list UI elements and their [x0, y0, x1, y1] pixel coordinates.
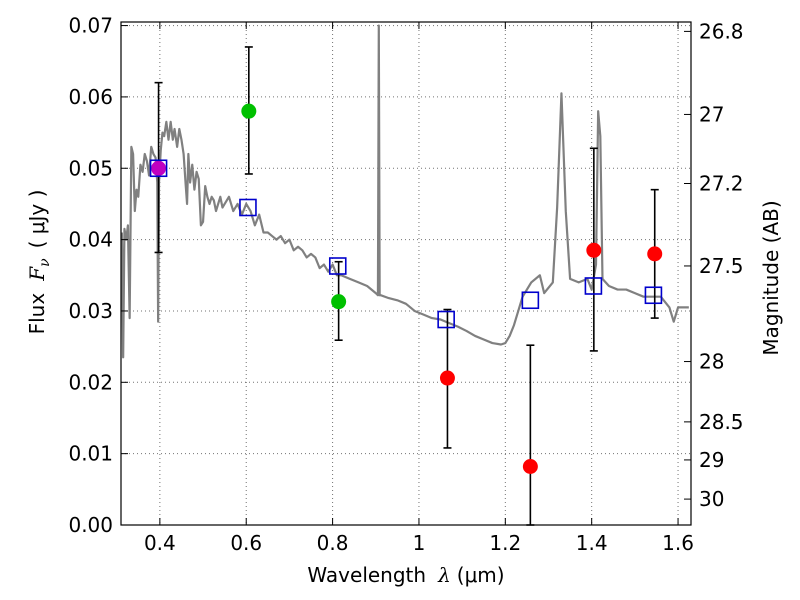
model-photometry-square [328, 257, 347, 275]
observed-point [522, 458, 538, 474]
mag-tick-label: 27.2 [699, 172, 744, 196]
y-tick-label: 0.06 [68, 85, 113, 109]
x-tick-label: 0.6 [230, 531, 262, 555]
observed-point [151, 160, 167, 176]
y2-axis-label: Magnitude (AB) [759, 200, 783, 355]
y-axis-label-prefix: Flux [25, 293, 49, 335]
observed-point [439, 370, 455, 386]
y-tick-label: 0.00 [68, 513, 113, 537]
x-tick-label: 1.2 [489, 531, 521, 555]
y-axis-label: Flux Fν ( μJy ) [25, 190, 53, 335]
y-tick-label: 0.03 [68, 299, 113, 323]
model-photometry-square [644, 286, 663, 305]
model-photometry-square [584, 277, 603, 295]
observed-point [586, 242, 602, 258]
y-tick-label: 0.07 [68, 14, 113, 38]
y-tick-label: 0.02 [68, 370, 113, 394]
y-tick-label: 0.05 [68, 156, 113, 180]
axis-ticks: 0.4 0.6 0.8 1 1.2 1.4 1.6 0.00 0.01 0.02 0.03 0.04 0… [68, 14, 743, 555]
x-axis-label: Wavelength λ (μm) [307, 563, 504, 587]
model-photometry-square [149, 159, 168, 178]
x-tick-label: 1 [413, 531, 426, 555]
data-points [149, 103, 663, 474]
mag-tick-label: 26.8 [699, 19, 744, 43]
x-tick-label: 0.8 [317, 531, 349, 555]
model-photometry-square [437, 310, 455, 329]
mag-tick-label: 27 [699, 102, 724, 126]
observed-point [647, 246, 663, 262]
y-axis-label-symbol: F [25, 266, 49, 282]
mag-tick-label: 28.5 [699, 410, 744, 434]
observed-point [331, 294, 347, 310]
x-axis-label-prefix: Wavelength [307, 563, 426, 587]
x-tick-label: 0.4 [144, 531, 176, 555]
mag-tick-label: 27.5 [699, 254, 744, 278]
mag-tick-label: 29 [699, 448, 724, 472]
mag-tick-label: 30 [699, 487, 724, 511]
plot-frame [120, 21, 692, 526]
model-photometry-square [521, 291, 540, 310]
y-tick-label: 0.01 [68, 442, 113, 466]
x-axis-label-unit: (μm) [457, 563, 505, 587]
x-axis-label-symbol: λ [437, 563, 451, 587]
x-tick-label: 1.4 [576, 531, 608, 555]
model-photometry-square [239, 198, 257, 217]
x-tick-label: 1.6 [662, 531, 694, 555]
observed-point [241, 103, 257, 119]
model-spectrum [120, 24, 689, 359]
y-axis-label-subscript: ν [37, 258, 53, 267]
y-axis-label-unit: ( μJy ) [25, 190, 49, 249]
mag-tick-label: 28 [699, 350, 724, 374]
model-sed-line [120, 24, 689, 359]
y-tick-label: 0.04 [68, 228, 113, 252]
